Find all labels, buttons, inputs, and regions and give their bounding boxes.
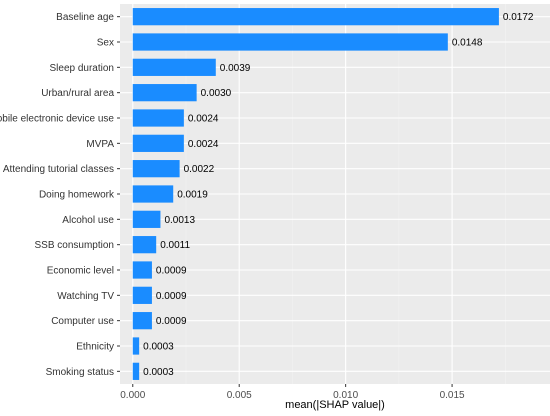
bar-value-label: 0.0024 <box>188 114 219 125</box>
x-axis-title: mean(|SHAP value|) <box>285 399 385 411</box>
category-label: Economic level <box>47 266 114 277</box>
data-labels: 0.0172 0.0148 0.0039 0.0030 0.0024 0.0024 0.00… <box>143 12 534 378</box>
x-axis-ticks: 0.000 0.005 0.010 0.015 <box>120 384 465 401</box>
bar-value-label: 0.0172 <box>503 12 534 23</box>
bar <box>132 337 140 355</box>
category-label: Mobile electronic device use <box>0 114 114 125</box>
category-label: MVPA <box>86 139 114 150</box>
category-label: Alcohol use <box>62 215 114 226</box>
category-label: Doing homework <box>39 190 115 201</box>
bar-value-label: 0.0011 <box>160 240 190 251</box>
bar-value-label: 0.0009 <box>156 316 187 327</box>
category-label: Sleep duration <box>50 63 115 74</box>
bar <box>132 58 216 76</box>
bar <box>132 160 180 178</box>
bar-value-label: 0.0003 <box>143 342 174 353</box>
bar <box>132 134 184 152</box>
bar <box>132 236 157 254</box>
bar <box>132 286 152 304</box>
bar-value-label: 0.0022 <box>184 164 215 175</box>
bar <box>132 8 499 26</box>
bar-value-label: 0.0003 <box>143 367 174 378</box>
bar-value-label: 0.0013 <box>164 215 195 226</box>
bar-value-label: 0.0009 <box>156 266 187 277</box>
bar <box>132 33 448 51</box>
x-tick-label: 0.010 <box>333 390 358 401</box>
category-labels: Baseline age Sex Sleep duration Urban/rural… <box>0 12 120 378</box>
category-label: Sex <box>97 38 114 49</box>
category-label: Watching TV <box>57 291 114 302</box>
x-tick-label: 0.005 <box>227 390 252 401</box>
bar <box>132 312 152 330</box>
bar-value-label: 0.0039 <box>220 63 251 74</box>
bar-value-label: 0.0024 <box>188 139 219 150</box>
category-label: Urban/rural area <box>41 88 114 99</box>
category-label: Smoking status <box>46 367 114 378</box>
bar <box>132 362 140 380</box>
bar-value-label: 0.0030 <box>201 88 232 99</box>
category-label: Computer use <box>51 316 114 327</box>
x-tick-label: 0.015 <box>440 390 465 401</box>
x-tick-label: 0.000 <box>120 390 145 401</box>
bars <box>132 8 499 380</box>
bar-value-label: 0.0009 <box>156 291 187 302</box>
category-label: Attending tutorial classes <box>3 164 114 175</box>
bar <box>132 261 152 279</box>
category-label: SSB consumption <box>35 240 115 251</box>
bar-value-label: 0.0019 <box>177 190 208 201</box>
category-label: Ethnicity <box>76 342 114 353</box>
bar <box>132 185 174 203</box>
bar-value-label: 0.0148 <box>452 38 483 49</box>
category-label: Baseline age <box>56 12 114 23</box>
bar <box>132 109 184 127</box>
bar <box>132 210 161 228</box>
bar <box>132 84 197 102</box>
